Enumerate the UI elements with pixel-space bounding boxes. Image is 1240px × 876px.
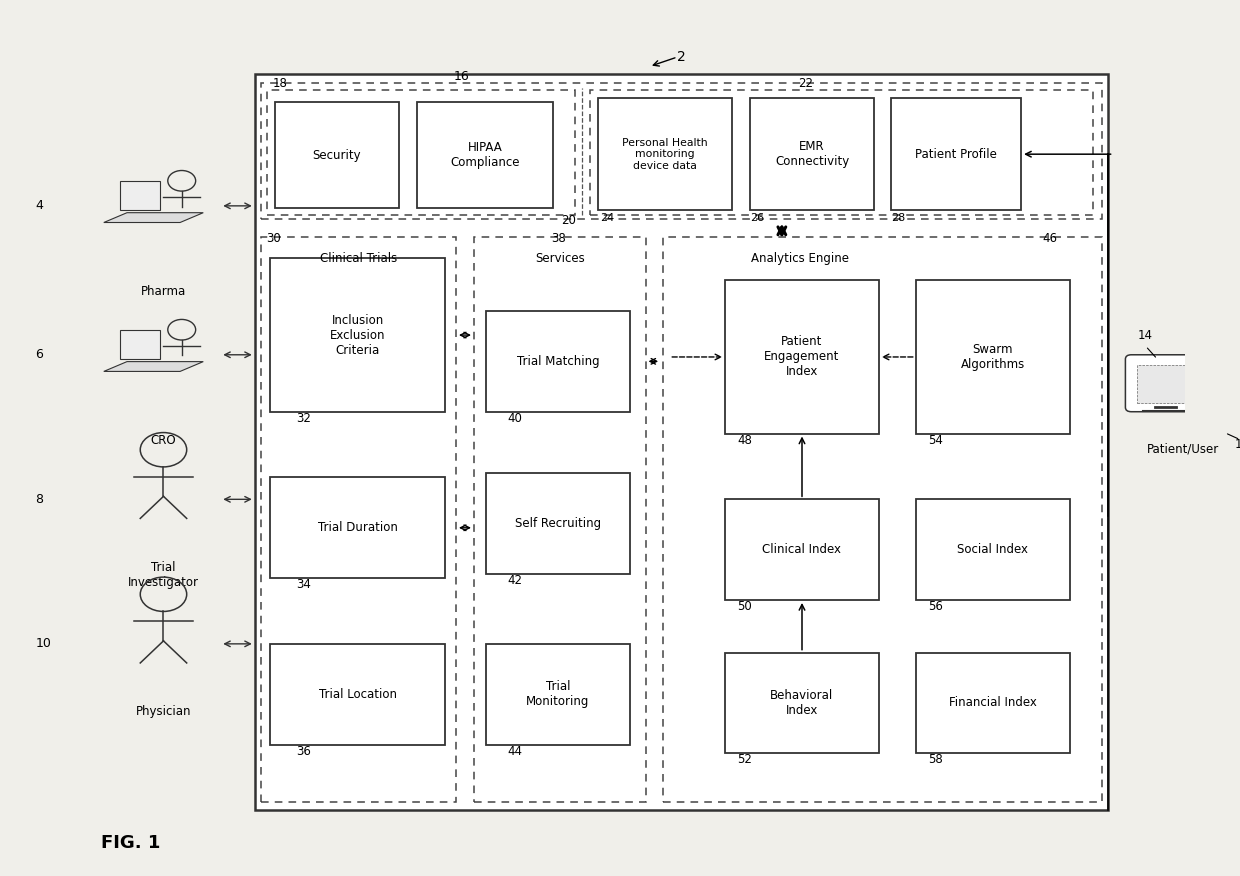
Polygon shape [120,180,160,210]
Bar [750,98,874,210]
Bar [486,644,630,745]
Text: 28: 28 [890,213,905,223]
Text: 24: 24 [600,213,615,223]
Text: 50: 50 [738,600,753,613]
Text: Trial Location: Trial Location [319,688,397,701]
Bar [270,258,445,412]
Polygon shape [120,329,160,359]
Text: 22: 22 [799,77,813,89]
Text: 42: 42 [507,574,522,587]
Text: 8: 8 [36,493,43,505]
Text: 18: 18 [273,77,288,89]
Text: Patient
Engagement
Index: Patient Engagement Index [764,336,839,378]
Text: 20: 20 [562,215,577,227]
Bar [417,102,553,208]
Text: 58: 58 [928,753,942,766]
Text: 56: 56 [928,600,942,613]
Bar [590,90,1094,215]
Bar [260,83,1101,219]
Bar [890,98,1022,210]
Bar [725,499,879,600]
Text: 48: 48 [738,434,753,447]
Text: 52: 52 [738,753,753,766]
Text: Patient/User: Patient/User [1147,442,1219,456]
Bar [598,98,732,210]
Bar [275,102,399,208]
Text: 14: 14 [1137,328,1152,342]
Text: Services: Services [534,252,584,265]
Text: 40: 40 [507,412,522,425]
Bar [1137,365,1188,403]
Bar [474,237,646,802]
Text: Behavioral
Index: Behavioral Index [770,689,833,717]
Text: 2: 2 [677,50,686,64]
Text: Self Recruiting: Self Recruiting [515,517,601,530]
Text: Swarm
Algorithms: Swarm Algorithms [961,343,1024,371]
Bar [915,280,1070,434]
Text: Social Index: Social Index [957,543,1028,556]
Text: FIG. 1: FIG. 1 [100,834,160,851]
Bar [267,90,574,215]
Text: 12: 12 [1234,438,1240,451]
Text: Trial Duration: Trial Duration [317,521,398,534]
Text: 26: 26 [750,213,764,223]
Bar [725,653,879,753]
Bar [270,644,445,745]
Text: Trial
Investigator: Trial Investigator [128,561,198,589]
Text: EMR
Connectivity: EMR Connectivity [775,140,849,168]
Text: Analytics Engine: Analytics Engine [750,252,848,265]
Bar [486,311,630,412]
Text: 34: 34 [296,578,311,591]
Bar [915,653,1070,753]
Text: Pharma: Pharma [141,285,186,298]
Text: 38: 38 [551,232,565,245]
Text: Clinical Index: Clinical Index [763,543,842,556]
Text: 32: 32 [296,412,311,425]
Text: Security: Security [312,149,361,161]
Text: Inclusion
Exclusion
Criteria: Inclusion Exclusion Criteria [330,314,386,357]
Text: HIPAA
Compliance: HIPAA Compliance [450,141,520,169]
Text: Trial
Monitoring: Trial Monitoring [526,681,590,708]
Text: Patient Profile: Patient Profile [915,148,997,160]
Text: Clinical Trials: Clinical Trials [320,252,397,265]
Text: 54: 54 [928,434,942,447]
Bar [725,280,879,434]
Bar [270,477,445,578]
Text: 46: 46 [1043,232,1058,245]
Text: Physician: Physician [135,705,191,718]
Bar [915,499,1070,600]
Bar [254,74,1107,810]
Text: CRO: CRO [151,434,176,447]
FancyBboxPatch shape [1126,355,1203,412]
Text: Trial Matching: Trial Matching [517,355,599,368]
Text: Financial Index: Financial Index [949,696,1037,710]
Text: 44: 44 [507,745,522,758]
Text: 4: 4 [36,200,43,212]
Text: 10: 10 [36,638,51,650]
Bar [260,237,456,802]
Text: 6: 6 [36,349,43,361]
Bar [663,237,1101,802]
Text: Personal Health
monitoring
device data: Personal Health monitoring device data [622,138,708,171]
Text: 36: 36 [296,745,311,758]
Text: 30: 30 [267,232,281,245]
Bar [486,473,630,574]
Text: 16: 16 [454,70,470,82]
Polygon shape [104,362,203,371]
Polygon shape [104,213,203,223]
